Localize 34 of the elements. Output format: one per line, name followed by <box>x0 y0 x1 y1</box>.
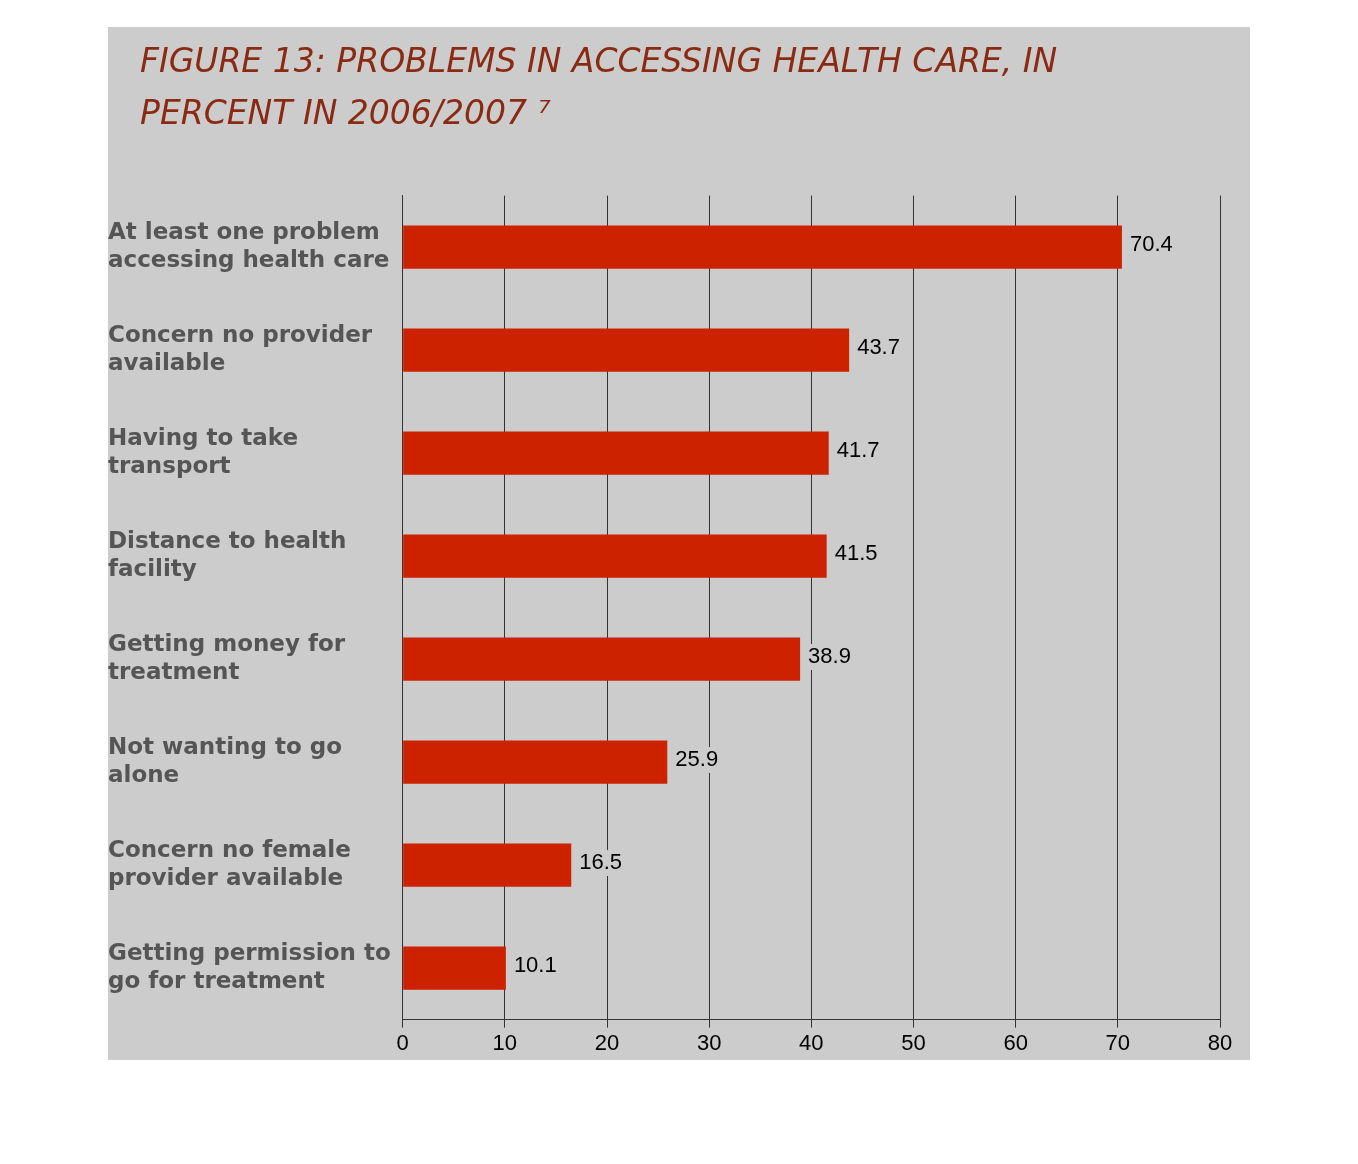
bar <box>403 946 506 990</box>
data-label: 38.9 <box>808 643 851 669</box>
x-tick-label: 40 <box>799 1029 824 1055</box>
bar <box>403 431 829 475</box>
data-label: 41.5 <box>834 540 878 566</box>
data-label: 25.9 <box>675 746 719 772</box>
y-tick-label: Distance to health facility <box>108 527 347 581</box>
y-tick-label: Getting money for treatment <box>108 630 346 684</box>
bar <box>403 637 801 681</box>
x-tick-label: 80 <box>1207 1029 1233 1055</box>
data-label: 10.1 <box>513 952 557 978</box>
bar <box>403 740 668 784</box>
bar <box>403 843 572 887</box>
y-tick-label: Getting permission to go for treatment <box>108 939 391 993</box>
x-tick-label: 20 <box>594 1029 620 1055</box>
x-tick-label: 30 <box>696 1029 722 1055</box>
y-tick-label: Concern no female provider available <box>108 836 351 890</box>
y-tick-label: Having to take transport <box>108 424 299 478</box>
x-tick-label: 50 <box>901 1029 926 1055</box>
data-label: 41.7 <box>836 437 880 463</box>
bar <box>403 225 1122 269</box>
x-tick-label: 70 <box>1105 1029 1131 1055</box>
bar <box>403 328 850 372</box>
y-tick-label: Not wanting to go alone <box>108 733 342 787</box>
x-tick-label: 0 <box>396 1029 409 1055</box>
y-tick-label: At least one problem accessing health care <box>108 218 390 272</box>
bar <box>403 534 827 578</box>
x-tick-label: 10 <box>492 1029 518 1055</box>
data-label: 16.5 <box>579 849 623 875</box>
x-tick-label: 60 <box>1003 1029 1028 1055</box>
y-tick-label: Concern no provider available <box>108 321 373 375</box>
data-label: 43.7 <box>857 334 900 360</box>
data-label: 70.4 <box>1129 231 1173 257</box>
chart-title: FIGURE 13: PROBLEMS IN ACCESSING HEALTH CARE, IN PERCENT IN 2006/2007 ⁷ <box>140 40 1059 134</box>
